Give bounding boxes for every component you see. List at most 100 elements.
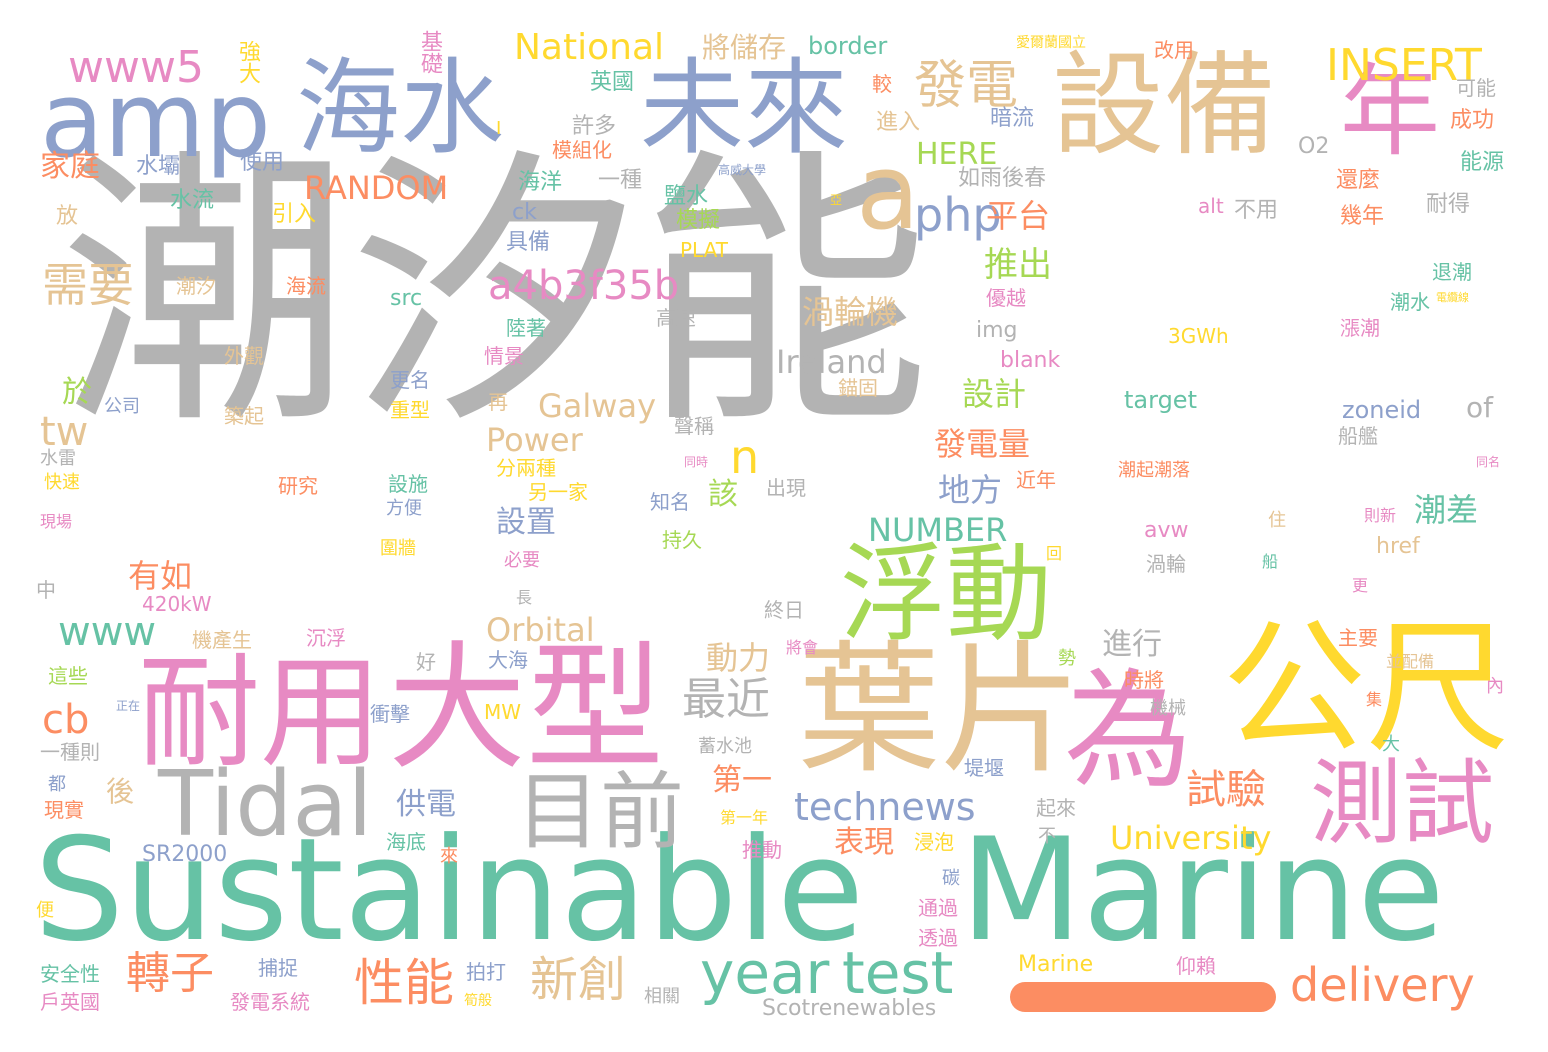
word: blank	[1000, 348, 1061, 373]
word: 具備	[506, 230, 551, 255]
word: technews	[794, 785, 976, 829]
word: 推出	[984, 245, 1052, 285]
word: delivery	[1290, 958, 1475, 1012]
word: 進入	[876, 110, 921, 135]
word: 研究	[278, 474, 318, 498]
word: 使用	[240, 150, 285, 175]
word: 主要	[1338, 626, 1378, 650]
word: 可能	[1456, 76, 1496, 100]
word: 都	[45, 774, 66, 792]
word: 需要	[42, 258, 134, 312]
word: 基礎	[417, 30, 442, 74]
word: 必要	[504, 550, 540, 571]
word: 浸泡	[914, 830, 954, 854]
word: 集	[1366, 690, 1383, 709]
word: 漲潮	[1340, 316, 1380, 340]
word: href	[1376, 534, 1420, 559]
word: National	[514, 27, 665, 68]
word: 衝擊	[370, 702, 410, 726]
word: 該	[708, 477, 738, 512]
word: University	[1110, 819, 1272, 857]
word: 更	[1352, 576, 1369, 595]
word: 一種則	[40, 740, 100, 764]
word: Sustainable	[34, 808, 865, 973]
word: 分兩種	[496, 456, 556, 480]
word: 轉子	[126, 948, 214, 999]
word: O2	[1298, 134, 1330, 159]
word: 這些	[48, 664, 88, 688]
word: 相關	[644, 986, 680, 1007]
word: 同名	[1476, 455, 1501, 469]
word: 終日	[764, 598, 804, 622]
word: 安全性	[40, 962, 100, 986]
word: zoneid	[1342, 396, 1422, 424]
word: 便	[36, 900, 54, 921]
word: 強大	[235, 40, 260, 84]
word: 未來	[640, 47, 849, 169]
word: SR2000	[142, 842, 228, 867]
word: 還麼	[1336, 168, 1381, 193]
word: 仰賴	[1176, 954, 1216, 978]
word: 潮汐	[176, 274, 216, 298]
word: 潮起潮落	[1118, 460, 1190, 481]
word: 耐用	[138, 642, 382, 784]
word: alt	[1198, 194, 1224, 218]
word: 幾年	[1340, 204, 1385, 229]
word: 沉浮	[306, 626, 346, 650]
word: 如雨後春	[958, 166, 1047, 191]
orange-underline-mark	[1010, 982, 1276, 1012]
word: www5	[68, 42, 204, 93]
word: 公司	[104, 396, 140, 417]
word: 鹽水	[664, 184, 709, 209]
word: 目前	[516, 763, 685, 861]
word: cb	[42, 697, 90, 743]
word: 出現	[766, 476, 806, 500]
word: 時將	[1124, 668, 1164, 692]
word: avw	[1144, 518, 1189, 543]
word: 測試	[1310, 750, 1495, 857]
word: php	[914, 188, 1002, 242]
word: 堤堰	[964, 756, 1004, 780]
word: 水雷	[40, 448, 76, 469]
word: 設置	[496, 505, 556, 540]
word: 新創	[530, 952, 627, 1008]
word: MW	[484, 700, 522, 724]
word: 來	[440, 846, 458, 867]
word: Tidal	[158, 752, 373, 857]
word: 中	[36, 578, 56, 602]
word: 船	[1262, 552, 1279, 571]
word: 碳	[942, 868, 960, 889]
word: 水流	[170, 188, 215, 213]
word: 持久	[662, 528, 702, 552]
word: 一種	[598, 168, 643, 193]
word: 試驗	[1186, 767, 1266, 813]
word: 420kW	[142, 592, 212, 616]
word: year	[700, 939, 830, 1007]
word: 有如	[128, 557, 193, 595]
word: 現場	[40, 512, 73, 531]
word: 圍牆	[380, 538, 416, 559]
word: 高速	[656, 306, 696, 330]
word: 蓄水池	[698, 736, 752, 757]
word: 筍般	[464, 993, 492, 1009]
word: 退潮	[1432, 260, 1472, 284]
word: 大海	[488, 648, 528, 672]
word: 於	[62, 375, 92, 410]
word: of	[1466, 391, 1493, 424]
word: 潮汐能	[60, 126, 930, 463]
word: 透過	[918, 926, 958, 950]
word: 為	[1064, 657, 1193, 806]
word: 築起	[224, 404, 264, 428]
word: 起來	[1036, 796, 1076, 820]
word: INSERT	[1326, 40, 1482, 91]
word: 勢	[1058, 648, 1076, 669]
word: 年	[1340, 53, 1440, 170]
word: 浮動	[840, 533, 1052, 656]
word: 後	[106, 775, 135, 808]
word: 更名	[390, 368, 430, 392]
word: 近年	[1016, 468, 1056, 492]
word: 方便	[386, 498, 422, 519]
word: 不用	[1234, 198, 1279, 223]
word: 發電量	[934, 425, 1031, 463]
word: 知名	[650, 490, 690, 514]
